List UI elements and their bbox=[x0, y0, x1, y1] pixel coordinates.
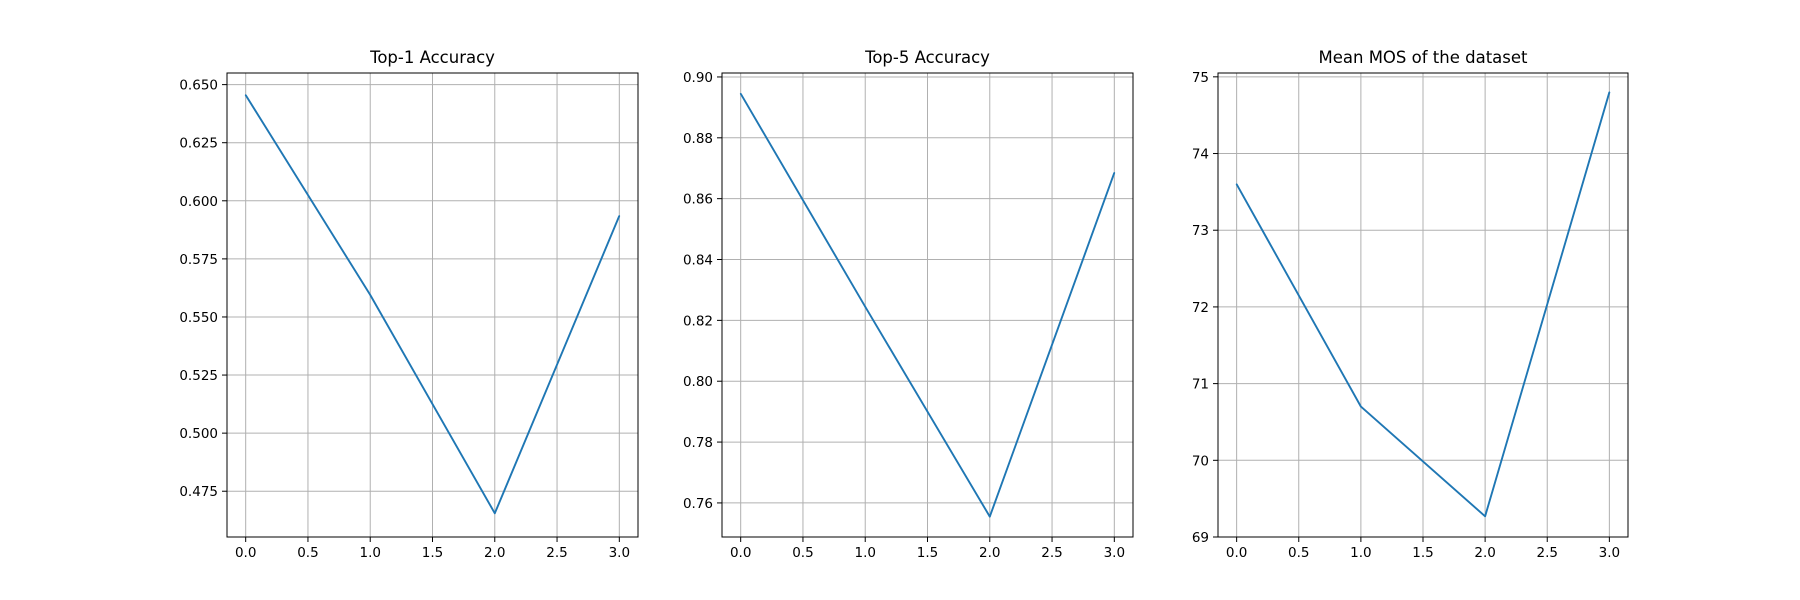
y-tick-label: 75 bbox=[1192, 70, 1209, 86]
y-tick-label: 0.78 bbox=[683, 435, 713, 451]
series-line bbox=[1235, 91, 1611, 518]
chart-title: Mean MOS of the dataset bbox=[1319, 48, 1529, 67]
x-tick-label: 2.0 bbox=[484, 545, 505, 561]
data-point bbox=[1113, 171, 1116, 174]
data-point bbox=[1235, 183, 1238, 186]
subplot-mean-mos: Mean MOS of the dataset 0.0 0.5 1.0 1.5 2.0 2… bbox=[1192, 48, 1629, 561]
axes-frame bbox=[721, 72, 1134, 538]
data-point bbox=[369, 294, 372, 296]
y-tick-label: 70 bbox=[1192, 453, 1209, 469]
chart-title: Top-5 Accuracy bbox=[864, 48, 990, 67]
data-point bbox=[618, 215, 621, 217]
x-tick-label: 0.5 bbox=[792, 545, 813, 561]
y-tick-label: 0.500 bbox=[179, 426, 218, 442]
x-tick-label: 1.5 bbox=[422, 545, 443, 561]
x-tick-label: 2.5 bbox=[1041, 545, 1062, 561]
x-tick-label: 2.5 bbox=[1537, 545, 1558, 561]
y-tick-label: 74 bbox=[1192, 147, 1209, 163]
subplot-top1-accuracy: Top-1 Accuracy 0.0 0.5 1.0 1.5 2.0 2.5 3.0 0.47… bbox=[179, 48, 639, 561]
data-point bbox=[1484, 515, 1486, 518]
x-tick-label: 2.0 bbox=[979, 545, 1000, 561]
y-tick-label: 72 bbox=[1192, 300, 1209, 316]
x-tick-label: 0.0 bbox=[235, 545, 256, 561]
x-tick-label: 2.0 bbox=[1474, 545, 1495, 561]
chart-title: Top-1 Accuracy bbox=[369, 48, 495, 67]
x-tick-label: 0.5 bbox=[1288, 545, 1309, 561]
x-tick-label: 1.0 bbox=[359, 545, 380, 561]
y-tick-label: 0.625 bbox=[179, 136, 218, 152]
y-tick-label: 0.86 bbox=[683, 192, 713, 208]
data-point bbox=[1608, 91, 1611, 93]
x-tick-label: 3.0 bbox=[1599, 545, 1620, 561]
x-tick-label: 0.0 bbox=[730, 545, 751, 561]
y-tick-label: 0.600 bbox=[179, 194, 218, 210]
data-point bbox=[739, 92, 742, 95]
data-point bbox=[864, 305, 867, 308]
subplot-top5-accuracy: Top-5 Accuracy 0.0 0.5 1.0 1.5 2.0 2.5 3.0 0.76… bbox=[683, 48, 1134, 561]
y-tick-label: 69 bbox=[1192, 530, 1209, 546]
y-tick-label: 0.525 bbox=[179, 368, 218, 384]
y-tick-label: 0.550 bbox=[179, 310, 218, 326]
x-tick-label: 3.0 bbox=[609, 545, 630, 561]
x-tick-label: 1.0 bbox=[854, 545, 875, 561]
data-point bbox=[244, 94, 247, 96]
series-line bbox=[244, 94, 621, 515]
y-tick-label: 0.475 bbox=[179, 484, 218, 500]
y-tick-label: 0.650 bbox=[179, 78, 218, 94]
series-line bbox=[739, 93, 1116, 518]
x-tick-label: 0.0 bbox=[1226, 545, 1247, 561]
y-tick-label: 0.575 bbox=[179, 252, 218, 268]
y-tick-label: 0.84 bbox=[683, 253, 713, 269]
y-tick-label: 0.82 bbox=[683, 313, 713, 329]
x-tick-label: 3.0 bbox=[1104, 545, 1125, 561]
x-tick-label: 0.5 bbox=[297, 545, 318, 561]
data-point bbox=[988, 515, 991, 518]
y-tick-label: 0.76 bbox=[683, 496, 713, 512]
data-point bbox=[1360, 405, 1362, 408]
axes-frame bbox=[226, 72, 639, 538]
y-tick-label: 0.90 bbox=[683, 70, 713, 86]
x-tick-label: 1.5 bbox=[917, 545, 938, 561]
x-tick-label: 1.0 bbox=[1350, 545, 1371, 561]
y-tick-label: 73 bbox=[1192, 223, 1209, 239]
y-tick-label: 71 bbox=[1192, 377, 1209, 393]
y-tick-label: 0.88 bbox=[683, 131, 713, 147]
y-tick-label: 0.80 bbox=[683, 374, 713, 390]
data-point bbox=[493, 512, 496, 515]
x-tick-label: 2.5 bbox=[546, 545, 567, 561]
axes-frame bbox=[1217, 72, 1629, 538]
x-tick-label: 1.5 bbox=[1412, 545, 1433, 561]
